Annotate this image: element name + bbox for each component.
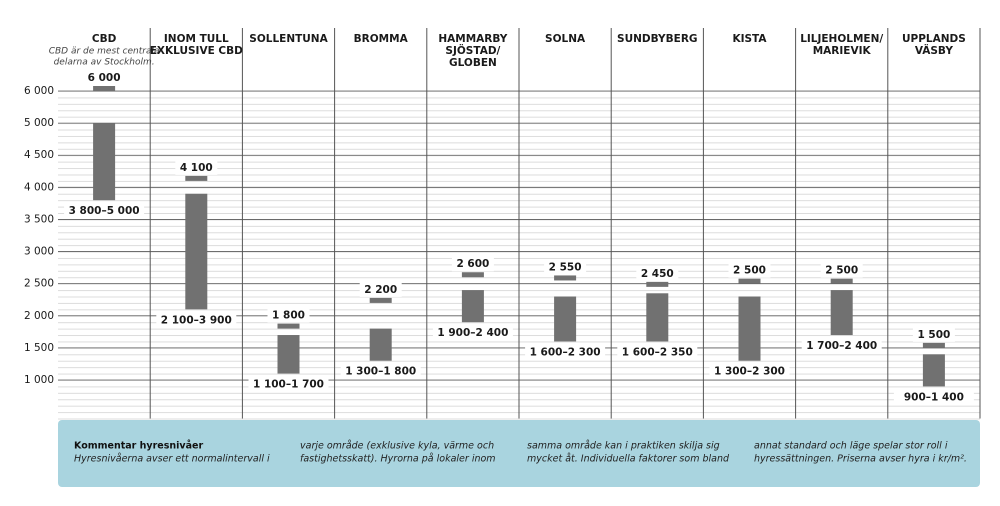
top-marker <box>461 272 484 278</box>
top-marker <box>922 342 945 348</box>
label-background <box>544 260 587 275</box>
label-background <box>709 364 790 379</box>
category-note: delarna av Stockholm. <box>54 58 155 68</box>
label-background <box>267 308 310 323</box>
top-marker <box>738 278 761 284</box>
value-label: 1 300–1 800 <box>345 366 416 378</box>
range-bar <box>461 290 484 323</box>
value-label: 4 100 <box>180 162 213 174</box>
top-marker <box>830 278 853 284</box>
value-label: 900–1 400 <box>904 391 964 403</box>
value-label: 1 100–1 700 <box>253 379 324 391</box>
category-label: MARIEVIK <box>813 45 872 57</box>
value-label: 3 800–5 000 <box>69 205 140 217</box>
range-bar <box>185 193 208 310</box>
value-label: 2 500 <box>825 265 858 277</box>
label-background <box>156 313 237 328</box>
top-marker <box>277 323 300 329</box>
label-background <box>820 263 863 278</box>
comment-text: Hyresnivåerna avser ett normalintervall … <box>74 454 270 465</box>
y-tick-label: 6 000 <box>24 85 54 97</box>
comment-text: fastighetsskatt). Hyrorna på lokaler ino… <box>300 454 496 465</box>
top-marker <box>646 281 669 287</box>
category-label: LILJEHOLMEN/ <box>800 33 883 45</box>
category-label: CBD <box>92 33 117 45</box>
value-label: 2 100–3 900 <box>161 314 232 326</box>
y-tick-label: 1 500 <box>24 342 54 354</box>
value-label: 2 450 <box>641 268 674 280</box>
label-background <box>728 263 771 278</box>
category-label: INOM TULL <box>164 33 229 45</box>
y-tick-label: 4 000 <box>24 181 54 193</box>
category-label: SOLLENTUNA <box>249 33 328 45</box>
range-bar <box>646 293 669 342</box>
y-tick-label: 3 500 <box>24 213 54 225</box>
range-bar <box>93 123 116 201</box>
comment-text: mycket åt. Individuella faktorer som bla… <box>527 454 730 465</box>
label-background <box>175 160 218 175</box>
label-background <box>83 71 126 85</box>
comment-text: varje område (exklusive kyla, värme och <box>300 441 494 452</box>
label-background <box>432 326 513 341</box>
label-background <box>801 339 882 354</box>
label-background <box>340 364 421 379</box>
top-marker <box>185 175 208 181</box>
range-bar <box>554 296 577 342</box>
range-bar <box>830 290 853 336</box>
category-label: VÄSBY <box>915 43 954 57</box>
value-label: 2 600 <box>456 258 489 270</box>
y-tick-label: 4 500 <box>24 149 54 161</box>
comment-text: annat standard och läge spelar stor roll… <box>754 441 948 452</box>
label-background <box>912 327 955 342</box>
value-label: 1 300–2 300 <box>714 366 785 378</box>
category-label: SOLNA <box>545 33 586 45</box>
label-background <box>64 204 145 219</box>
range-bar <box>369 328 392 361</box>
category-note: CBD är de mest centrala <box>49 47 160 57</box>
value-label: 1 600–2 350 <box>622 346 693 358</box>
y-tick-label: 5 000 <box>24 117 54 129</box>
comment-box: Kommentar hyresnivåer Hyresnivåerna avser… <box>58 420 980 487</box>
value-label: 2 550 <box>549 261 582 273</box>
label-background <box>359 282 402 297</box>
label-background <box>617 345 698 360</box>
value-label: 2 500 <box>733 265 766 277</box>
category-label: SUNDBYBERG <box>617 33 698 45</box>
value-label: 1 800 <box>272 310 305 322</box>
category-label: EXKLUSIVE CBD <box>150 45 243 57</box>
comment-text: hyressättningen. Priserna avser hyra i k… <box>754 454 967 465</box>
range-bar <box>738 296 761 361</box>
label-background <box>248 377 329 392</box>
label-background <box>636 266 679 281</box>
value-label: 1 600–2 300 <box>530 346 601 358</box>
category-label: UPPLANDS <box>902 33 966 45</box>
label-background <box>525 345 606 360</box>
y-tick-label: 2 500 <box>24 278 54 290</box>
top-marker <box>554 275 577 281</box>
value-label: 1 900–2 400 <box>437 327 508 339</box>
value-label: 6 000 <box>88 72 121 84</box>
y-tick-label: 1 000 <box>24 374 54 386</box>
y-tick-label: 3 000 <box>24 246 54 258</box>
category-label: KISTA <box>732 33 767 45</box>
range-bar <box>277 335 300 374</box>
comment-background <box>58 420 980 487</box>
y-tick-label: 2 000 <box>24 310 54 322</box>
value-label: 2 200 <box>364 284 397 296</box>
comment-text: samma område kan i praktiken skilja sig <box>527 441 720 452</box>
category-label: HAMMARBY <box>438 33 507 45</box>
value-label: 1 700–2 400 <box>806 340 877 352</box>
category-label: BROMMA <box>354 33 409 45</box>
top-marker <box>93 86 116 91</box>
label-background <box>893 390 974 405</box>
category-label: GLOBEN <box>449 57 497 69</box>
value-label: 1 500 <box>917 329 950 341</box>
comment-title: Kommentar hyresnivåer <box>74 441 203 452</box>
label-background <box>451 257 494 272</box>
range-bar <box>922 354 945 387</box>
top-marker <box>369 297 392 303</box>
category-label: SJÖSTAD/ <box>445 43 500 57</box>
